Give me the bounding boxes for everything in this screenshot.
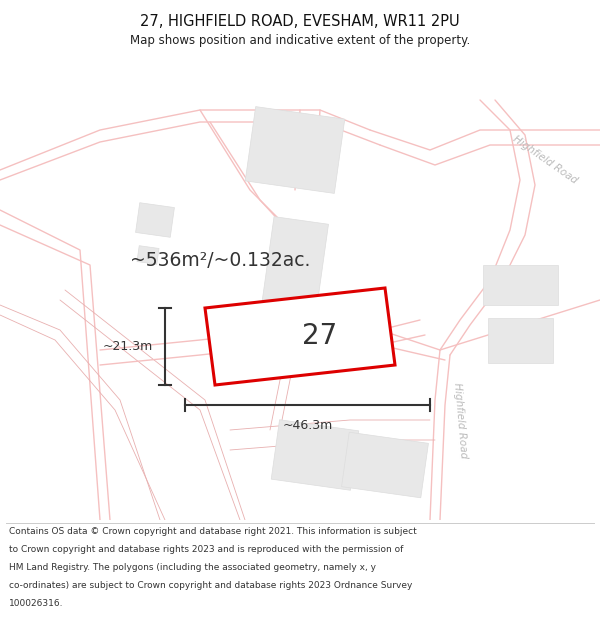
Polygon shape <box>136 202 175 238</box>
Text: co-ordinates) are subject to Crown copyright and database rights 2023 Ordnance S: co-ordinates) are subject to Crown copyr… <box>9 581 412 590</box>
Text: ~536m²/~0.132ac.: ~536m²/~0.132ac. <box>130 251 310 269</box>
Text: Map shows position and indicative extent of the property.: Map shows position and indicative extent… <box>130 34 470 47</box>
Polygon shape <box>137 246 159 264</box>
Polygon shape <box>205 288 395 385</box>
Text: Contains OS data © Crown copyright and database right 2021. This information is : Contains OS data © Crown copyright and d… <box>9 528 417 536</box>
Polygon shape <box>482 265 557 305</box>
Text: to Crown copyright and database rights 2023 and is reproduced with the permissio: to Crown copyright and database rights 2… <box>9 545 403 554</box>
Text: Highfield Road: Highfield Road <box>452 382 468 458</box>
Text: HM Land Registry. The polygons (including the associated geometry, namely x, y: HM Land Registry. The polygons (includin… <box>9 563 376 572</box>
Text: ~46.3m: ~46.3m <box>283 419 332 432</box>
Text: 27, HIGHFIELD ROAD, EVESHAM, WR11 2PU: 27, HIGHFIELD ROAD, EVESHAM, WR11 2PU <box>140 14 460 29</box>
Polygon shape <box>341 432 428 498</box>
Text: ~21.3m: ~21.3m <box>103 340 153 353</box>
Polygon shape <box>245 107 345 193</box>
Text: Highfield Road: Highfield Road <box>511 134 579 186</box>
Polygon shape <box>271 420 359 490</box>
Polygon shape <box>262 217 328 313</box>
Text: 100026316.: 100026316. <box>9 599 64 608</box>
Polygon shape <box>487 318 553 362</box>
Text: 27: 27 <box>302 322 338 351</box>
